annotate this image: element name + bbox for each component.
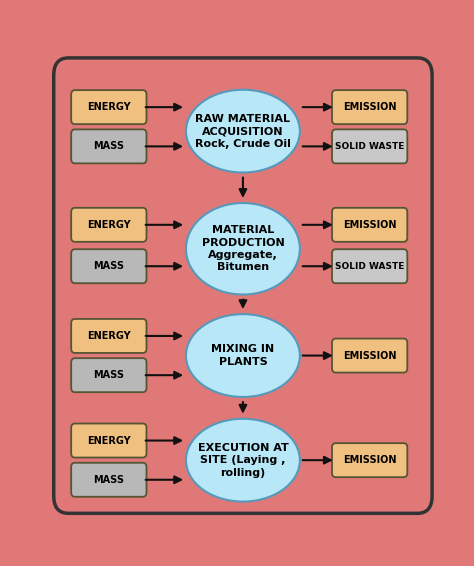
Ellipse shape <box>186 90 300 173</box>
FancyBboxPatch shape <box>71 423 146 457</box>
FancyBboxPatch shape <box>71 358 146 392</box>
FancyBboxPatch shape <box>71 463 146 497</box>
Text: SOLID WASTE: SOLID WASTE <box>335 142 404 151</box>
FancyBboxPatch shape <box>71 90 146 124</box>
Text: MATERIAL
PRODUCTION
Aggregate,
Bitumen: MATERIAL PRODUCTION Aggregate, Bitumen <box>201 225 284 272</box>
Text: MASS: MASS <box>93 142 124 151</box>
Text: ENERGY: ENERGY <box>87 331 131 341</box>
FancyBboxPatch shape <box>332 130 407 164</box>
Text: EMISSION: EMISSION <box>343 102 396 112</box>
Text: EMISSION: EMISSION <box>343 455 396 465</box>
Text: ENERGY: ENERGY <box>87 436 131 445</box>
Text: SOLID WASTE: SOLID WASTE <box>335 261 404 271</box>
Text: MASS: MASS <box>93 475 124 484</box>
Text: EXECUTION AT
SITE (Laying ,
rolling): EXECUTION AT SITE (Laying , rolling) <box>198 443 288 478</box>
FancyBboxPatch shape <box>54 58 432 513</box>
Text: RAW MATERIAL
ACQUISITION
Rock, Crude Oil: RAW MATERIAL ACQUISITION Rock, Crude Oil <box>195 114 291 148</box>
FancyBboxPatch shape <box>71 208 146 242</box>
FancyBboxPatch shape <box>332 338 407 372</box>
Text: MASS: MASS <box>93 261 124 271</box>
FancyBboxPatch shape <box>332 443 407 477</box>
Ellipse shape <box>186 419 300 501</box>
FancyBboxPatch shape <box>332 208 407 242</box>
FancyBboxPatch shape <box>71 130 146 164</box>
FancyBboxPatch shape <box>332 249 407 283</box>
Ellipse shape <box>186 314 300 397</box>
Text: ENERGY: ENERGY <box>87 220 131 230</box>
Text: EMISSION: EMISSION <box>343 350 396 361</box>
FancyBboxPatch shape <box>332 90 407 124</box>
Text: MASS: MASS <box>93 370 124 380</box>
Text: ENERGY: ENERGY <box>87 102 131 112</box>
Text: MIXING IN
PLANTS: MIXING IN PLANTS <box>211 344 274 367</box>
FancyBboxPatch shape <box>71 319 146 353</box>
FancyBboxPatch shape <box>71 249 146 283</box>
Text: EMISSION: EMISSION <box>343 220 396 230</box>
Ellipse shape <box>186 203 300 294</box>
